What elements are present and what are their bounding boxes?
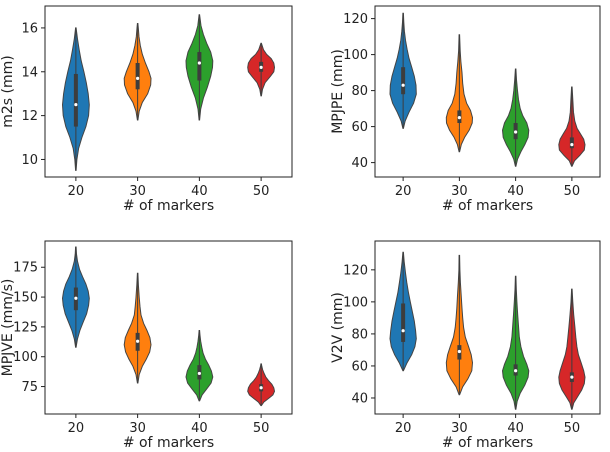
x-tick-label: 30 xyxy=(129,184,146,199)
median-point-50 xyxy=(259,386,263,390)
chart-panel-3: 20 30 40 50 75 100 125 150 175 # of markers MPJVE … xyxy=(0,240,293,451)
median-point-20 xyxy=(401,329,405,333)
median-point-20 xyxy=(74,103,78,107)
median-point-20 xyxy=(74,296,78,300)
x-tick-label: 40 xyxy=(507,421,524,436)
y-axis-label: MPJPE (mm) xyxy=(330,49,346,134)
x-tick-label: 40 xyxy=(191,184,208,199)
y-tick-label: 100 xyxy=(343,295,368,310)
x-tick-label: 40 xyxy=(507,184,524,199)
median-point-40 xyxy=(197,371,201,376)
y-tick-label: 120 xyxy=(343,12,368,27)
median-point-20 xyxy=(401,83,405,87)
chart-panel-1: 20 30 40 50 10 12 14 16 # of markers m2s (mm) xyxy=(0,5,293,214)
iqr-box-20 xyxy=(401,67,406,95)
y-tick-label: 40 xyxy=(351,391,368,406)
y-tick-label: 16 xyxy=(21,21,38,36)
iqr-box-20 xyxy=(73,73,78,127)
median-point-40 xyxy=(197,61,201,65)
median-point-50 xyxy=(259,65,263,69)
median-point-50 xyxy=(570,375,574,379)
y-tick-label: 75 xyxy=(21,380,38,395)
x-tick-label: 20 xyxy=(68,184,85,199)
y-tick-label: 125 xyxy=(13,320,38,335)
y-tick-label: 120 xyxy=(343,263,368,278)
plot-frame xyxy=(44,240,293,415)
x-axis-label: # of markers xyxy=(123,198,214,214)
y-tick-label: 10 xyxy=(21,153,38,168)
x-axis-label: # of markers xyxy=(123,435,214,451)
plot-frame xyxy=(374,5,601,178)
iqr-box-40 xyxy=(197,52,202,81)
y-axis-label: m2s (mm) xyxy=(0,55,16,128)
x-axis-label: # of markers xyxy=(442,198,533,214)
iqr-box-50 xyxy=(569,137,574,149)
x-tick-label: 30 xyxy=(129,421,146,436)
median-point-40 xyxy=(514,130,518,134)
chart-panel-2: 20 30 40 50 40 60 80 100 120 # of markers MPJPE (m… xyxy=(330,5,601,214)
x-tick-label: 20 xyxy=(395,184,412,199)
plot-frame xyxy=(44,5,293,178)
median-point-30 xyxy=(457,116,461,120)
y-tick-label: 175 xyxy=(13,261,38,276)
iqr-box-20 xyxy=(401,303,406,342)
y-tick-label: 80 xyxy=(351,84,368,99)
median-point-30 xyxy=(457,349,461,354)
y-tick-label: 60 xyxy=(351,120,368,135)
y-tick-label: 14 xyxy=(21,65,38,80)
x-tick-label: 50 xyxy=(564,184,581,199)
x-axis-label: # of markers xyxy=(442,435,533,451)
x-tick-label: 50 xyxy=(253,184,270,199)
iqr-box-30 xyxy=(135,63,140,90)
y-axis-label: V2V (mm) xyxy=(330,292,346,363)
chart-panel-4: 20 30 40 50 40 60 80 100 120 # of markers V2V (mm) xyxy=(330,240,601,451)
y-tick-label: 12 xyxy=(21,109,38,124)
y-tick-label: 100 xyxy=(343,48,368,63)
x-tick-label: 20 xyxy=(395,421,412,436)
plot-frame xyxy=(374,240,601,415)
median-point-50 xyxy=(570,143,574,147)
x-tick-label: 50 xyxy=(564,421,581,436)
median-point-40 xyxy=(514,369,518,373)
x-tick-label: 50 xyxy=(253,421,270,436)
y-tick-label: 40 xyxy=(351,156,368,171)
x-tick-label: 30 xyxy=(451,421,468,436)
x-tick-label: 20 xyxy=(68,421,85,436)
x-tick-label: 30 xyxy=(451,184,468,199)
median-point-30 xyxy=(136,339,140,343)
x-tick-label: 40 xyxy=(191,421,208,436)
y-tick-label: 100 xyxy=(13,350,38,365)
median-point-30 xyxy=(136,76,140,80)
y-tick-label: 150 xyxy=(13,291,38,306)
y-tick-label: 60 xyxy=(351,359,368,374)
y-axis-label: MPJVE (mm/s) xyxy=(0,279,16,377)
y-tick-label: 80 xyxy=(351,327,368,342)
